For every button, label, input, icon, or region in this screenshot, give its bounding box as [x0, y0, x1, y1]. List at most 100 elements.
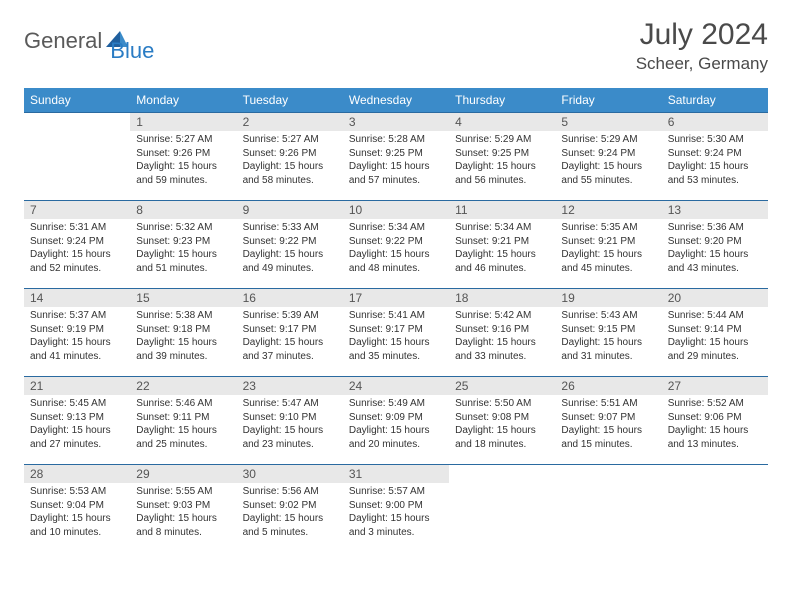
day-header-thursday: Thursday	[449, 88, 555, 113]
day-details: Sunrise: 5:32 AMSunset: 9:23 PMDaylight:…	[130, 219, 236, 279]
day-number: 3	[343, 113, 449, 131]
day-details: Sunrise: 5:29 AMSunset: 9:24 PMDaylight:…	[555, 131, 661, 191]
day-details: Sunrise: 5:29 AMSunset: 9:25 PMDaylight:…	[449, 131, 555, 191]
day-details: Sunrise: 5:46 AMSunset: 9:11 PMDaylight:…	[130, 395, 236, 455]
logo: General Blue	[24, 18, 154, 64]
calendar-day: 18Sunrise: 5:42 AMSunset: 9:16 PMDayligh…	[449, 289, 555, 377]
day-header-tuesday: Tuesday	[237, 88, 343, 113]
day-number: 26	[555, 377, 661, 395]
calendar-empty	[662, 465, 768, 553]
calendar-day: 21Sunrise: 5:45 AMSunset: 9:13 PMDayligh…	[24, 377, 130, 465]
day-number: 8	[130, 201, 236, 219]
day-details: Sunrise: 5:34 AMSunset: 9:21 PMDaylight:…	[449, 219, 555, 279]
day-details: Sunrise: 5:42 AMSunset: 9:16 PMDaylight:…	[449, 307, 555, 367]
day-number: 4	[449, 113, 555, 131]
calendar-day: 5Sunrise: 5:29 AMSunset: 9:24 PMDaylight…	[555, 113, 661, 201]
calendar-empty	[449, 465, 555, 553]
calendar-day: 14Sunrise: 5:37 AMSunset: 9:19 PMDayligh…	[24, 289, 130, 377]
day-details: Sunrise: 5:45 AMSunset: 9:13 PMDaylight:…	[24, 395, 130, 455]
calendar-day: 8Sunrise: 5:32 AMSunset: 9:23 PMDaylight…	[130, 201, 236, 289]
calendar-day: 12Sunrise: 5:35 AMSunset: 9:21 PMDayligh…	[555, 201, 661, 289]
day-header-sunday: Sunday	[24, 88, 130, 113]
calendar-day: 7Sunrise: 5:31 AMSunset: 9:24 PMDaylight…	[24, 201, 130, 289]
day-number: 19	[555, 289, 661, 307]
calendar-body: 1Sunrise: 5:27 AMSunset: 9:26 PMDaylight…	[24, 113, 768, 553]
day-number: 29	[130, 465, 236, 483]
day-number: 6	[662, 113, 768, 131]
day-number: 9	[237, 201, 343, 219]
calendar-day: 23Sunrise: 5:47 AMSunset: 9:10 PMDayligh…	[237, 377, 343, 465]
day-header-wednesday: Wednesday	[343, 88, 449, 113]
day-details: Sunrise: 5:35 AMSunset: 9:21 PMDaylight:…	[555, 219, 661, 279]
day-number: 11	[449, 201, 555, 219]
calendar-day: 19Sunrise: 5:43 AMSunset: 9:15 PMDayligh…	[555, 289, 661, 377]
calendar-week: 28Sunrise: 5:53 AMSunset: 9:04 PMDayligh…	[24, 465, 768, 553]
day-number: 2	[237, 113, 343, 131]
calendar-week: 7Sunrise: 5:31 AMSunset: 9:24 PMDaylight…	[24, 201, 768, 289]
day-details: Sunrise: 5:50 AMSunset: 9:08 PMDaylight:…	[449, 395, 555, 455]
calendar-day: 6Sunrise: 5:30 AMSunset: 9:24 PMDaylight…	[662, 113, 768, 201]
day-details: Sunrise: 5:52 AMSunset: 9:06 PMDaylight:…	[662, 395, 768, 455]
day-details: Sunrise: 5:39 AMSunset: 9:17 PMDaylight:…	[237, 307, 343, 367]
calendar-day: 3Sunrise: 5:28 AMSunset: 9:25 PMDaylight…	[343, 113, 449, 201]
day-details: Sunrise: 5:41 AMSunset: 9:17 PMDaylight:…	[343, 307, 449, 367]
day-number: 20	[662, 289, 768, 307]
calendar-day: 22Sunrise: 5:46 AMSunset: 9:11 PMDayligh…	[130, 377, 236, 465]
day-details: Sunrise: 5:27 AMSunset: 9:26 PMDaylight:…	[130, 131, 236, 191]
day-details: Sunrise: 5:55 AMSunset: 9:03 PMDaylight:…	[130, 483, 236, 543]
location: Scheer, Germany	[636, 54, 768, 74]
day-number: 24	[343, 377, 449, 395]
day-details: Sunrise: 5:47 AMSunset: 9:10 PMDaylight:…	[237, 395, 343, 455]
day-header-friday: Friday	[555, 88, 661, 113]
calendar-table: SundayMondayTuesdayWednesdayThursdayFrid…	[24, 88, 768, 553]
calendar-week: 1Sunrise: 5:27 AMSunset: 9:26 PMDaylight…	[24, 113, 768, 201]
calendar-day: 15Sunrise: 5:38 AMSunset: 9:18 PMDayligh…	[130, 289, 236, 377]
day-number: 17	[343, 289, 449, 307]
day-details: Sunrise: 5:53 AMSunset: 9:04 PMDaylight:…	[24, 483, 130, 543]
calendar-empty	[555, 465, 661, 553]
day-details: Sunrise: 5:30 AMSunset: 9:24 PMDaylight:…	[662, 131, 768, 191]
day-number: 28	[24, 465, 130, 483]
day-header-monday: Monday	[130, 88, 236, 113]
day-number: 23	[237, 377, 343, 395]
calendar-day: 4Sunrise: 5:29 AMSunset: 9:25 PMDaylight…	[449, 113, 555, 201]
day-number: 12	[555, 201, 661, 219]
day-number: 31	[343, 465, 449, 483]
day-details: Sunrise: 5:49 AMSunset: 9:09 PMDaylight:…	[343, 395, 449, 455]
day-details: Sunrise: 5:34 AMSunset: 9:22 PMDaylight:…	[343, 219, 449, 279]
day-number: 7	[24, 201, 130, 219]
day-details: Sunrise: 5:43 AMSunset: 9:15 PMDaylight:…	[555, 307, 661, 367]
day-details: Sunrise: 5:33 AMSunset: 9:22 PMDaylight:…	[237, 219, 343, 279]
calendar-day: 29Sunrise: 5:55 AMSunset: 9:03 PMDayligh…	[130, 465, 236, 553]
day-details: Sunrise: 5:56 AMSunset: 9:02 PMDaylight:…	[237, 483, 343, 543]
day-number: 30	[237, 465, 343, 483]
calendar-day: 31Sunrise: 5:57 AMSunset: 9:00 PMDayligh…	[343, 465, 449, 553]
day-number: 25	[449, 377, 555, 395]
calendar-day: 2Sunrise: 5:27 AMSunset: 9:26 PMDaylight…	[237, 113, 343, 201]
day-of-week-row: SundayMondayTuesdayWednesdayThursdayFrid…	[24, 88, 768, 113]
day-number: 22	[130, 377, 236, 395]
calendar-day: 1Sunrise: 5:27 AMSunset: 9:26 PMDaylight…	[130, 113, 236, 201]
calendar-day: 27Sunrise: 5:52 AMSunset: 9:06 PMDayligh…	[662, 377, 768, 465]
calendar-day: 20Sunrise: 5:44 AMSunset: 9:14 PMDayligh…	[662, 289, 768, 377]
day-details: Sunrise: 5:28 AMSunset: 9:25 PMDaylight:…	[343, 131, 449, 191]
day-number: 21	[24, 377, 130, 395]
calendar-day: 9Sunrise: 5:33 AMSunset: 9:22 PMDaylight…	[237, 201, 343, 289]
day-number: 18	[449, 289, 555, 307]
calendar-week: 21Sunrise: 5:45 AMSunset: 9:13 PMDayligh…	[24, 377, 768, 465]
day-details: Sunrise: 5:37 AMSunset: 9:19 PMDaylight:…	[24, 307, 130, 367]
day-number: 5	[555, 113, 661, 131]
calendar-day: 30Sunrise: 5:56 AMSunset: 9:02 PMDayligh…	[237, 465, 343, 553]
day-number: 15	[130, 289, 236, 307]
calendar-day: 17Sunrise: 5:41 AMSunset: 9:17 PMDayligh…	[343, 289, 449, 377]
day-details: Sunrise: 5:27 AMSunset: 9:26 PMDaylight:…	[237, 131, 343, 191]
calendar-day: 28Sunrise: 5:53 AMSunset: 9:04 PMDayligh…	[24, 465, 130, 553]
day-number: 14	[24, 289, 130, 307]
day-number: 16	[237, 289, 343, 307]
calendar-day: 25Sunrise: 5:50 AMSunset: 9:08 PMDayligh…	[449, 377, 555, 465]
day-header-saturday: Saturday	[662, 88, 768, 113]
month-title: July 2024	[636, 18, 768, 52]
calendar-week: 14Sunrise: 5:37 AMSunset: 9:19 PMDayligh…	[24, 289, 768, 377]
day-number: 10	[343, 201, 449, 219]
day-details: Sunrise: 5:44 AMSunset: 9:14 PMDaylight:…	[662, 307, 768, 367]
